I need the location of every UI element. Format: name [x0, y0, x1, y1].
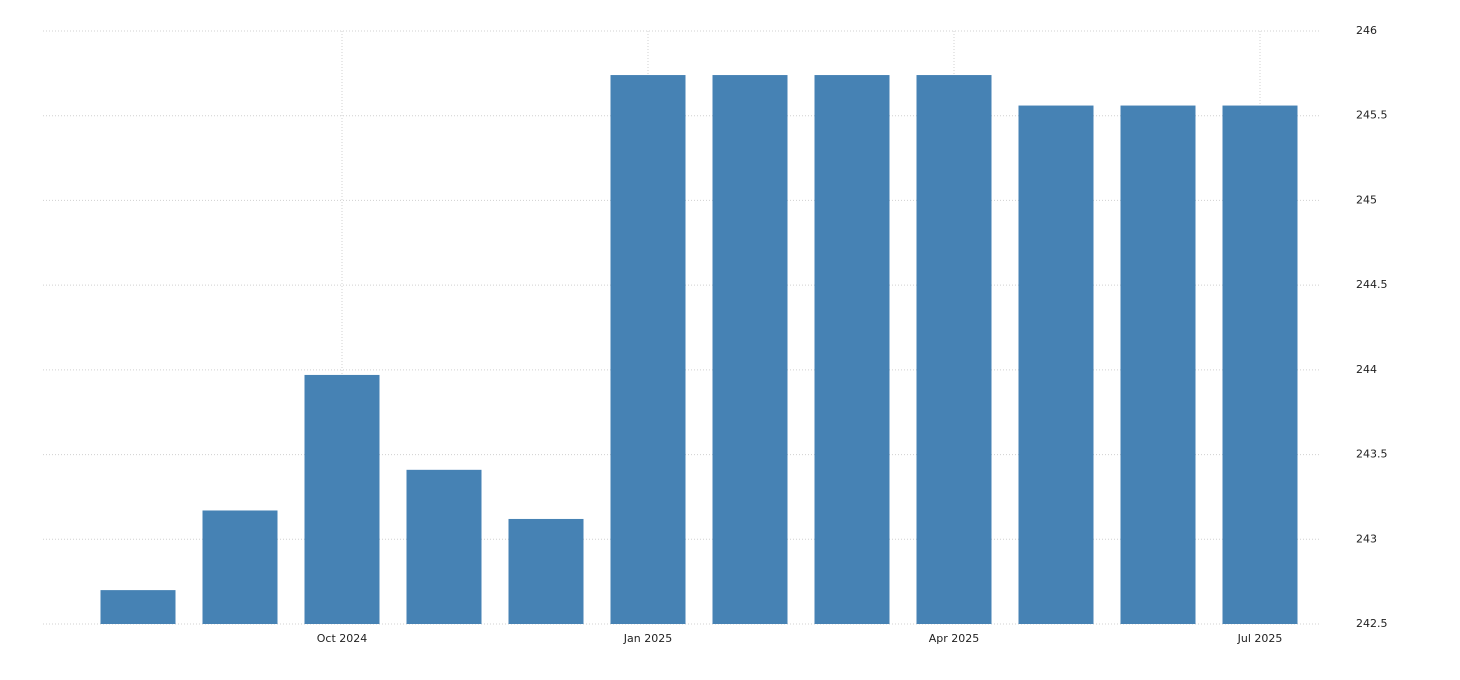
bar: [202, 510, 278, 624]
y-tick-label: 246: [1356, 24, 1377, 37]
bar: [916, 75, 992, 624]
bar: [1018, 105, 1094, 624]
x-tick-label: Jan 2025: [623, 632, 672, 645]
bar: [508, 518, 584, 624]
bar: [712, 75, 788, 624]
bar: [304, 374, 380, 624]
bar: [406, 469, 482, 624]
y-tick-label: 244.5: [1356, 278, 1388, 291]
y-tick-label: 245.5: [1356, 109, 1388, 122]
x-tick-label: Oct 2024: [317, 632, 368, 645]
y-tick-label: 243.5: [1356, 448, 1388, 461]
bar: [610, 75, 686, 624]
bar: [1120, 105, 1196, 624]
bar: [1222, 105, 1298, 624]
y-tick-label: 244: [1356, 363, 1377, 376]
y-tick-label: 243: [1356, 532, 1377, 545]
x-tick-label: Jul 2025: [1237, 632, 1283, 645]
bar: [814, 75, 890, 624]
y-tick-label: 245: [1356, 193, 1377, 206]
y-tick-label: 242.5: [1356, 617, 1388, 630]
x-tick-label: Apr 2025: [929, 632, 980, 645]
bar: [100, 590, 176, 624]
